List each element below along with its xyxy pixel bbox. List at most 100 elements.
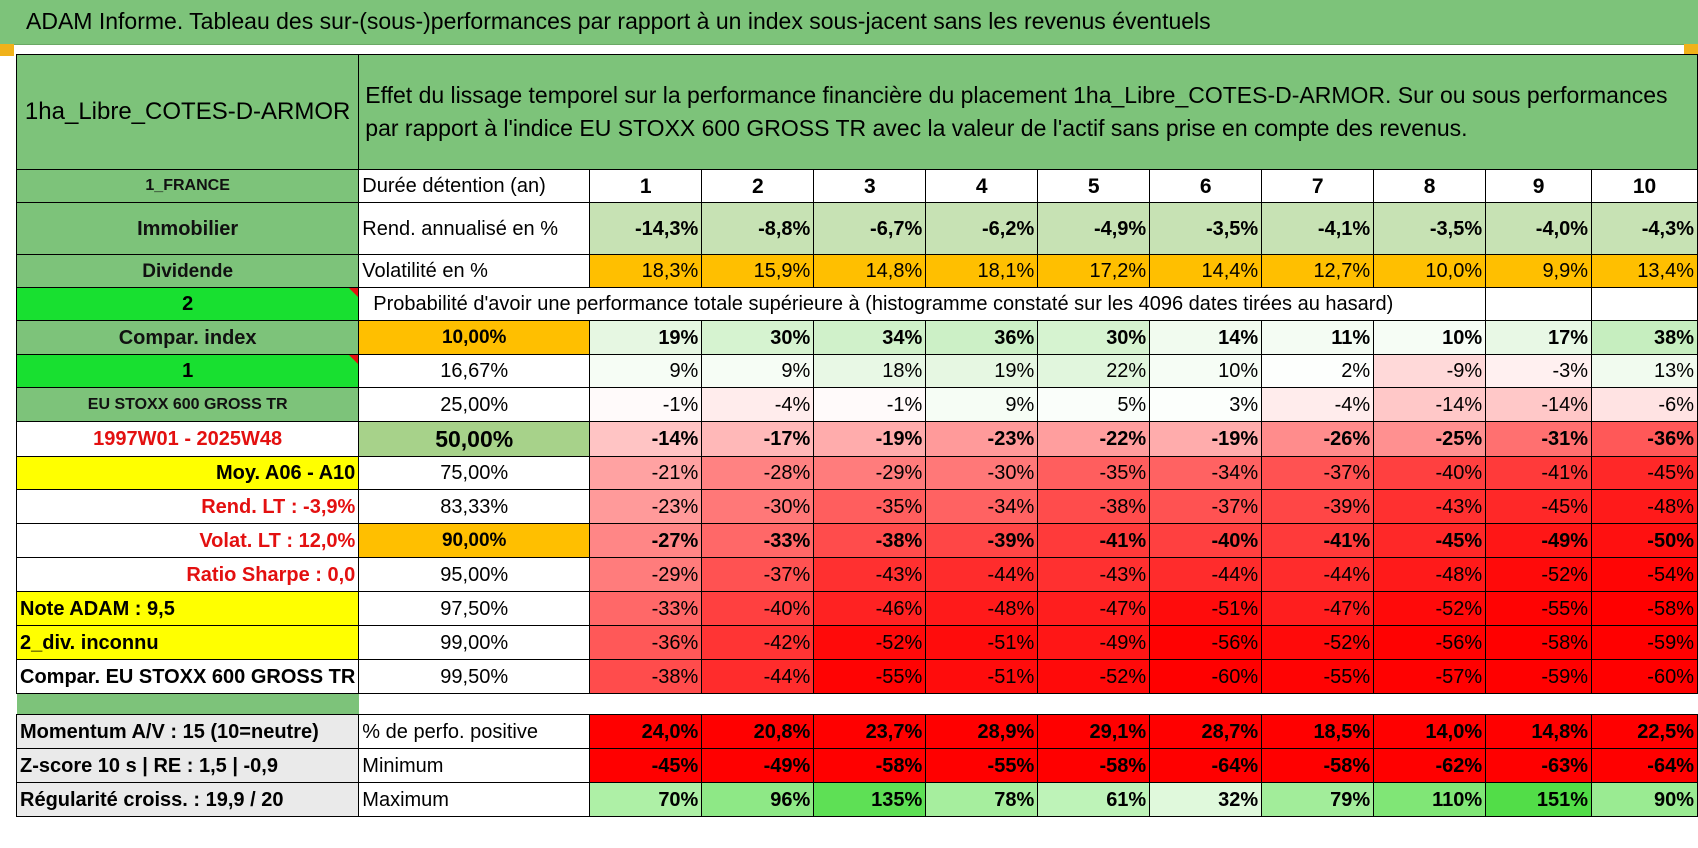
- prob-cell: -55%: [813, 659, 927, 694]
- prob-cell: -59%: [1485, 659, 1593, 694]
- volat-lt-label: Volat. LT : 12,0%: [15, 523, 360, 558]
- empty-cell: [1591, 287, 1698, 321]
- minimum-value: -58%: [813, 748, 927, 783]
- prob-row: Moy. A06 - A10 75,00% -21% -28% -29% -30…: [15, 456, 1698, 490]
- prob-cell: 17%: [1485, 320, 1593, 355]
- prob-cell: -57%: [1373, 659, 1487, 694]
- prob-cell: -6%: [1591, 387, 1698, 422]
- minimum-row: Z-score 10 s | RE : 1,5 | -0,9 Minimum -…: [15, 748, 1698, 783]
- minimum-value: -64%: [1149, 748, 1263, 783]
- prob-cell: -49%: [1037, 625, 1151, 660]
- prob-cell: -37%: [1149, 489, 1263, 524]
- prob-cell: -9%: [1373, 354, 1487, 388]
- prob-cell: -40%: [1373, 456, 1487, 490]
- maximum-row: Régularité croiss. : 19,9 / 20 Maximum 7…: [15, 782, 1698, 817]
- duration-1: 1: [589, 169, 703, 203]
- spacer-row: [16, 693, 1698, 715]
- rend-value: -6,7%: [813, 202, 927, 255]
- prob-cell: -51%: [1149, 591, 1263, 626]
- prob-cell: -56%: [1373, 625, 1487, 660]
- rend-value: -3,5%: [1373, 202, 1487, 255]
- compar-eu-label: Compar. EU STOXX 600 GROSS TR: [15, 659, 360, 694]
- rend-value: -8,8%: [701, 202, 815, 255]
- positive-value: 28,9%: [925, 714, 1039, 749]
- rend-lt-label: Rend. LT : -3,9%: [15, 489, 360, 524]
- prob-pct: 50,00%: [358, 421, 591, 457]
- prob-cell: -45%: [1373, 523, 1487, 558]
- positive-value: 14,0%: [1373, 714, 1487, 749]
- sharpe-label: Ratio Sharpe : 0,0: [15, 557, 360, 592]
- rend-label: Rend. annualisé en %: [358, 202, 591, 255]
- prob-cell: -31%: [1485, 421, 1593, 457]
- period-label: 1997W01 - 2025W48: [15, 421, 360, 457]
- prob-cell: -38%: [813, 523, 927, 558]
- prob-cell: -14%: [1485, 387, 1593, 422]
- prob-cell: -19%: [813, 421, 927, 457]
- prob-row: Ratio Sharpe : 0,0 95,00% -29% -37% -43%…: [15, 557, 1698, 592]
- page-title: ADAM Informe. Tableau des sur-(sous-)per…: [26, 8, 1211, 34]
- duration-7: 7: [1261, 169, 1375, 203]
- prob-cell: -39%: [1261, 489, 1375, 524]
- div-label: 2_div. inconnu: [15, 625, 360, 660]
- prob-pct: 90,00%: [358, 523, 591, 558]
- prob-cell: 30%: [1037, 320, 1151, 355]
- duration-3: 3: [813, 169, 927, 203]
- prob-cell: -47%: [1261, 591, 1375, 626]
- note-adam-label: Note ADAM : 9,5: [15, 591, 360, 626]
- positive-row: Momentum A/V : 15 (10=neutre) % de perfo…: [15, 714, 1698, 749]
- prob-cell: -55%: [1485, 591, 1593, 626]
- vol-value: 14,8%: [813, 254, 927, 288]
- maximum-value: 151%: [1485, 782, 1593, 817]
- rend-value: -3,5%: [1149, 202, 1263, 255]
- vol-value: 17,2%: [1037, 254, 1151, 288]
- prob-cell: -1%: [813, 387, 927, 422]
- maximum-value: 79%: [1261, 782, 1375, 817]
- minimum-value: -62%: [1373, 748, 1487, 783]
- prob-cell: -48%: [925, 591, 1039, 626]
- maximum-value: 61%: [1037, 782, 1151, 817]
- duration-6: 6: [1149, 169, 1263, 203]
- zscore-label: Z-score 10 s | RE : 1,5 | -0,9: [15, 748, 360, 783]
- prob-cell: -43%: [813, 557, 927, 592]
- corner-marker-right: [1684, 44, 1698, 56]
- prob-cell: -29%: [589, 557, 703, 592]
- minimum-value: -58%: [1261, 748, 1375, 783]
- vol-value: 14,4%: [1149, 254, 1263, 288]
- prob-cell: 10%: [1373, 320, 1487, 355]
- prob-cell: -44%: [1261, 557, 1375, 592]
- prob-cell: -37%: [701, 557, 815, 592]
- prob-cell: 2%: [1261, 354, 1375, 388]
- prob-cell: -44%: [1149, 557, 1263, 592]
- fund-name: 1ha_Libre_COTES-D-ARMOR: [15, 54, 360, 170]
- prob-cell: -46%: [813, 591, 927, 626]
- maximum-value: 96%: [701, 782, 815, 817]
- minimum-value: -63%: [1485, 748, 1593, 783]
- prob-cell: -33%: [589, 591, 703, 626]
- prob-cell: 19%: [925, 354, 1039, 388]
- duration-label: Durée détention (an): [358, 169, 591, 203]
- maximum-label: Maximum: [358, 782, 591, 817]
- prob-cell: -44%: [925, 557, 1039, 592]
- rend-row: Immobilier Rend. annualisé en % -14,3% -…: [15, 202, 1698, 255]
- prob-cell: -36%: [1591, 421, 1698, 457]
- prob-cell: -51%: [925, 625, 1039, 660]
- prob-row: 1 16,67% 9% 9% 18% 19% 22% 10% 2% -9% -3…: [15, 354, 1698, 388]
- positive-value: 23,7%: [813, 714, 927, 749]
- prob-cell: -45%: [1485, 489, 1593, 524]
- prob-cell: -43%: [1037, 557, 1151, 592]
- prob-cell: -38%: [1037, 489, 1151, 524]
- prob-cell: 10%: [1149, 354, 1263, 388]
- vol-value: 18,3%: [589, 254, 703, 288]
- prob-cell: -50%: [1591, 523, 1698, 558]
- prob-cell: -28%: [701, 456, 815, 490]
- prob-cell: -52%: [1485, 557, 1593, 592]
- spacer-blank: [359, 694, 1698, 715]
- prob-row: Rend. LT : -3,9% 83,33% -23% -30% -35% -…: [15, 489, 1698, 524]
- prob-pct: 75,00%: [358, 456, 591, 490]
- prob-cell: -55%: [1261, 659, 1375, 694]
- prob-cell: 18%: [813, 354, 927, 388]
- positive-value: 22,5%: [1591, 714, 1698, 749]
- prob-cell: -52%: [1261, 625, 1375, 660]
- prob-cell: -58%: [1591, 591, 1698, 626]
- prob-row: Compar. index 10,00% 19% 30% 34% 36% 30%…: [15, 320, 1698, 355]
